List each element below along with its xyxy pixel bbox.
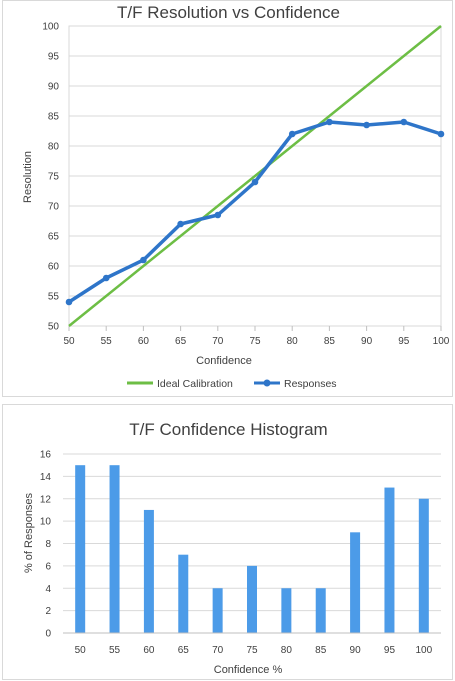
y-tick-label: 10 [40,517,52,528]
y-tick-label: 55 [48,292,60,303]
x-tick-label: 75 [249,336,261,347]
chart-title: T/F Confidence Histogram [129,420,327,439]
y-tick-label: 75 [48,172,60,183]
histogram-bar [109,465,120,633]
histogram-bar [418,498,429,633]
legend: Ideal Calibration Responses [127,378,337,390]
x-tick-label: 90 [350,645,362,656]
x-tick-label: 90 [361,336,373,347]
x-tick-label: 95 [398,336,410,347]
y-tick-label: 50 [48,322,60,333]
y-tick-label: 70 [48,202,60,213]
x-tick-label: 85 [315,645,327,656]
x-tick-label: 50 [63,336,75,347]
y-tick-label: 12 [40,494,52,505]
x-tick-label: 80 [287,336,299,347]
x-tick-label: 55 [109,645,121,656]
legend-item-responses: Responses [254,378,337,390]
responses-point [177,220,184,228]
responses-point [326,118,333,126]
histogram-bar [247,565,257,633]
responses-point [140,256,147,264]
responses-point [288,130,296,138]
legend-label: Responses [284,378,337,390]
y-tick-label: 95 [48,52,60,63]
x-tick-label: 75 [246,645,258,656]
x-tick-label: 85 [324,336,336,347]
histogram-bar [178,554,189,633]
histogram-bar [143,509,154,633]
x-tick-label: 60 [143,645,155,656]
y-tick-label: 2 [45,606,51,617]
ideal-calibration-line [68,25,442,327]
y-tick-label: 90 [48,82,60,93]
x-tick-label: 70 [212,645,224,656]
chart-title: T/F Resolution vs Confidence [117,3,340,22]
responses-point [400,118,408,126]
responses-point [214,211,222,219]
y-tick-label: 80 [48,142,60,153]
x-axis-label: Confidence [196,355,252,367]
y-tick-label: 65 [48,232,60,243]
histogram-bar [350,532,361,633]
resolution-chart: T/F Resolution vs Confidence 50 55 60 65 70 7… [22,3,450,390]
x-tick-label: 60 [138,336,150,347]
histogram-bar [315,588,326,633]
histogram-chart: T/F Confidence Histogram 0 2 4 6 8 10 12 14 16 5… [23,420,441,676]
x-tick-label: 65 [178,645,190,656]
legend-label: Ideal Calibration [157,378,233,390]
x-tick-label: 80 [281,645,293,656]
responses-point [102,274,110,282]
x-axis-label: Confidence % [214,664,283,676]
histogram-chart-panel: T/F Confidence Histogram 0 2 4 6 8 10 12 14 16 5… [2,404,453,680]
y-axis-label: Resolution [22,151,34,203]
y-axis-label: % of Responses [23,492,35,573]
y-tick-label: 0 [45,629,51,640]
y-tick-label: 6 [45,561,51,572]
y-tick-label: 16 [40,450,52,461]
responses-line [68,120,442,304]
y-tick-label: 100 [42,22,59,33]
x-tick-label: 70 [212,336,224,347]
histogram-bar [75,465,86,633]
resolution-chart-panel: T/F Resolution vs Confidence 50 55 60 65 70 7… [2,0,453,397]
x-tick-label: 50 [75,645,87,656]
legend-marker [263,379,271,387]
responses-point [437,130,445,138]
x-tick-label: 55 [101,336,113,347]
y-tick-label: 4 [45,584,51,595]
x-tick-label: 65 [175,336,187,347]
y-tick-label: 60 [48,262,60,273]
y-tick-label: 14 [40,472,52,483]
x-tick-label: 100 [415,645,432,656]
y-tick-label: 85 [48,112,60,123]
x-tick-label: 100 [433,336,450,347]
responses-point [65,298,73,306]
histogram-bar [212,588,223,633]
y-tick-label: 8 [45,539,51,550]
responses-point [251,178,259,186]
legend-item-ideal-calibration: Ideal Calibration [127,378,233,390]
histogram-bar [281,588,292,633]
x-tick-label: 95 [384,645,396,656]
histogram-bar [384,487,395,633]
responses-point [363,121,370,129]
